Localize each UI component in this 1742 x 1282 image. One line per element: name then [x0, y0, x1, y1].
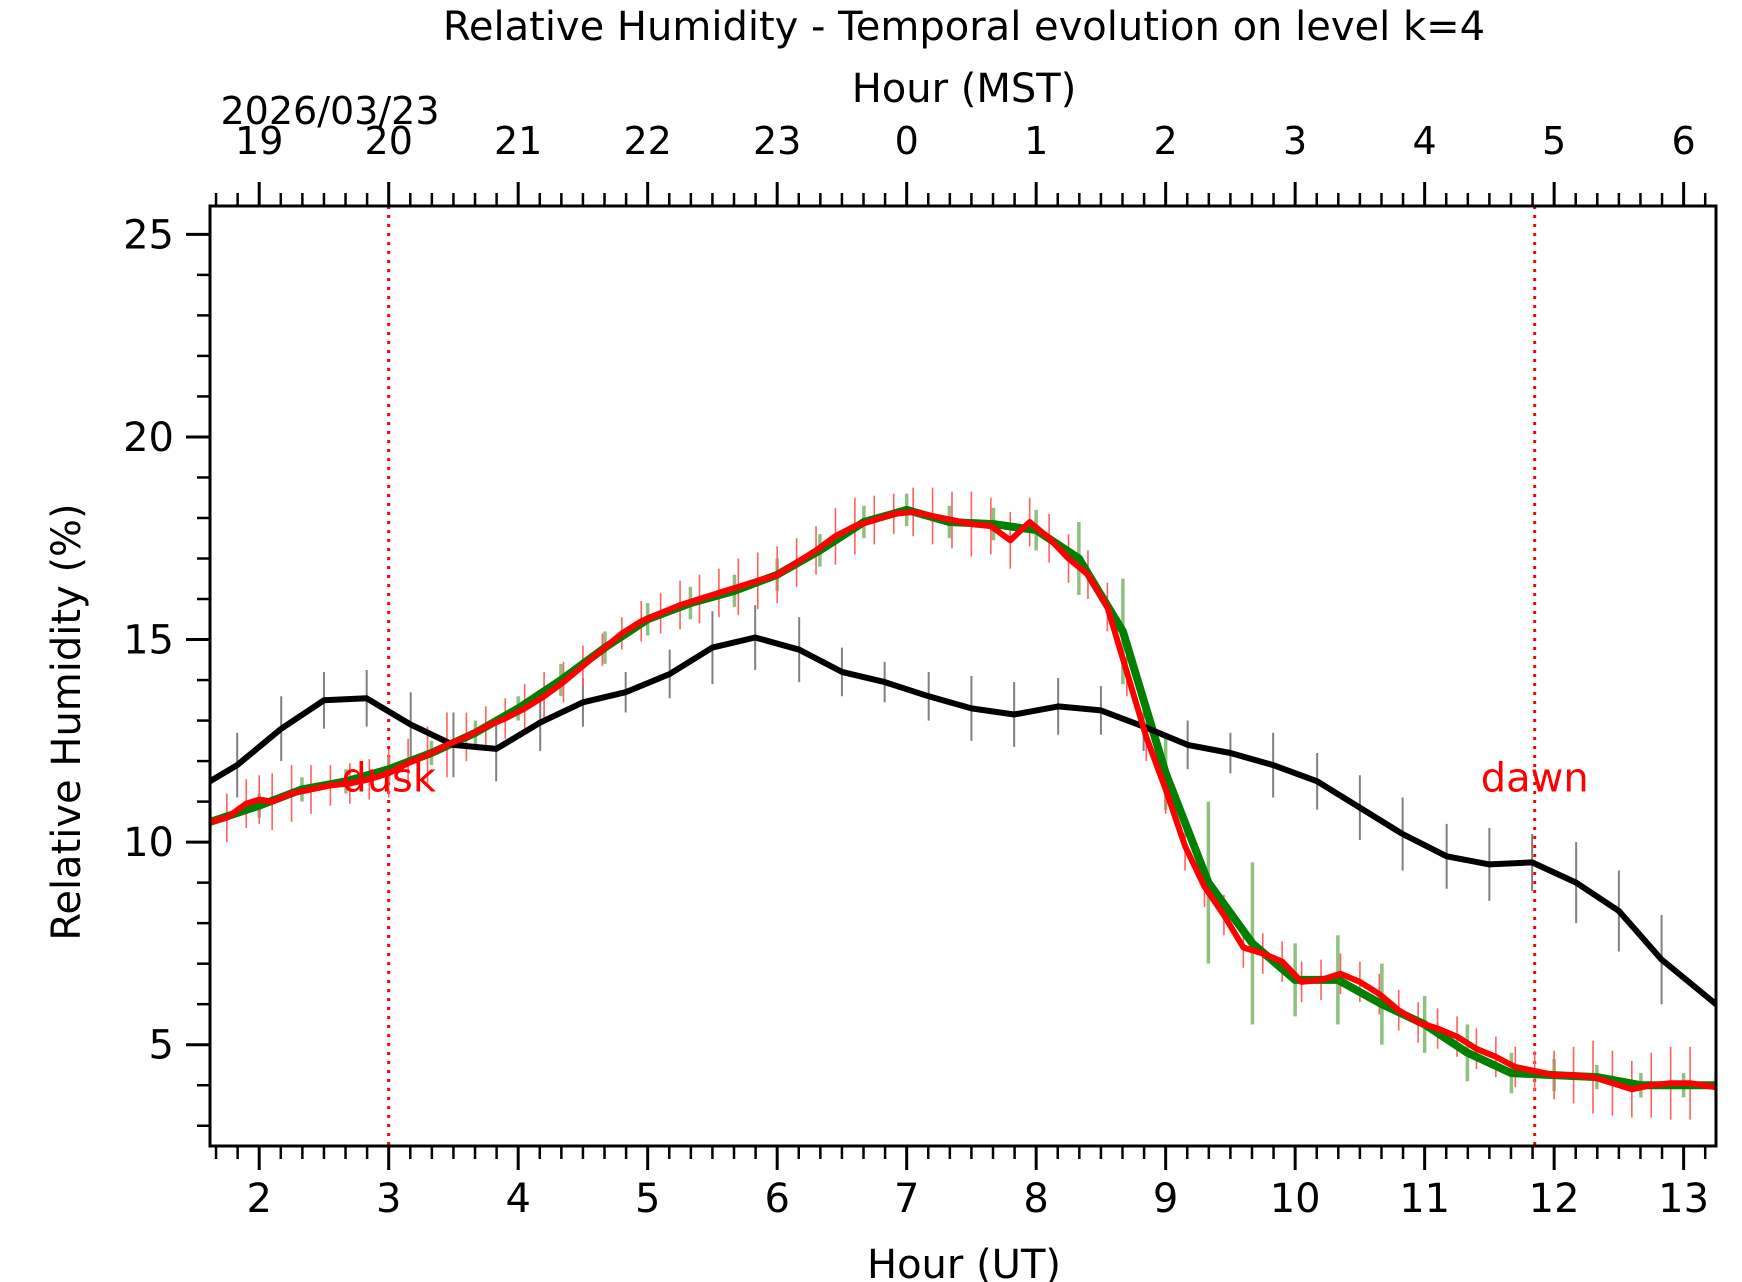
x-tick-label: 13	[1658, 1176, 1709, 1222]
top-tick-label: 2	[1154, 119, 1178, 163]
top-tick-label: 1	[1024, 119, 1048, 163]
y-axis-title: Relative Humidity (%)	[44, 503, 90, 940]
y-tick-label: 20	[123, 415, 174, 461]
y-tick-label: 25	[123, 212, 174, 258]
top-tick-label: 4	[1413, 119, 1437, 163]
top-tick-label: 19	[235, 119, 283, 163]
x-tick-label: 7	[894, 1176, 919, 1222]
x-tick-label: 3	[376, 1176, 401, 1222]
dawn-annotation: dawn	[1481, 755, 1589, 801]
y-tick-label: 5	[149, 1023, 174, 1069]
y-tick-label: 15	[123, 618, 174, 664]
dusk-annotation: dusk	[341, 755, 437, 801]
top-tick-label: 3	[1283, 119, 1307, 163]
top-tick-label: 23	[753, 119, 801, 163]
date-label: 2026/03/23	[220, 89, 439, 133]
x-tick-label: 6	[764, 1176, 789, 1222]
plot-layer: dusk dawn	[210, 206, 1716, 1146]
x-tick-label: 12	[1529, 1176, 1580, 1222]
x-tick-label: 2	[246, 1176, 271, 1222]
x-axis-title: Hour (UT)	[867, 1242, 1061, 1282]
black-series-line	[210, 634, 1716, 1008]
x-tick-label: 4	[505, 1176, 530, 1222]
top-tick-label: 20	[365, 119, 413, 163]
top-tick-label: 0	[895, 119, 919, 163]
x-tick-label: 8	[1023, 1176, 1048, 1222]
x-tick-label: 9	[1153, 1176, 1178, 1222]
x-tick-label: 11	[1399, 1176, 1450, 1222]
top-axis-title: Hour (MST)	[852, 66, 1077, 112]
top-tick-label: 21	[494, 119, 542, 163]
red-series-line	[210, 508, 1716, 1093]
top-tick-label: 6	[1672, 119, 1696, 163]
top-tick-label: 22	[624, 119, 672, 163]
top-tick-label: 5	[1542, 119, 1566, 163]
chart-title: Relative Humidity - Temporal evolution o…	[443, 4, 1485, 50]
plot-clipped-group	[210, 206, 1716, 1146]
y-tick-label: 10	[123, 820, 174, 866]
x-tick-label: 5	[635, 1176, 660, 1222]
x-tick-label: 10	[1270, 1176, 1321, 1222]
plot-frame	[208, 204, 1718, 1148]
